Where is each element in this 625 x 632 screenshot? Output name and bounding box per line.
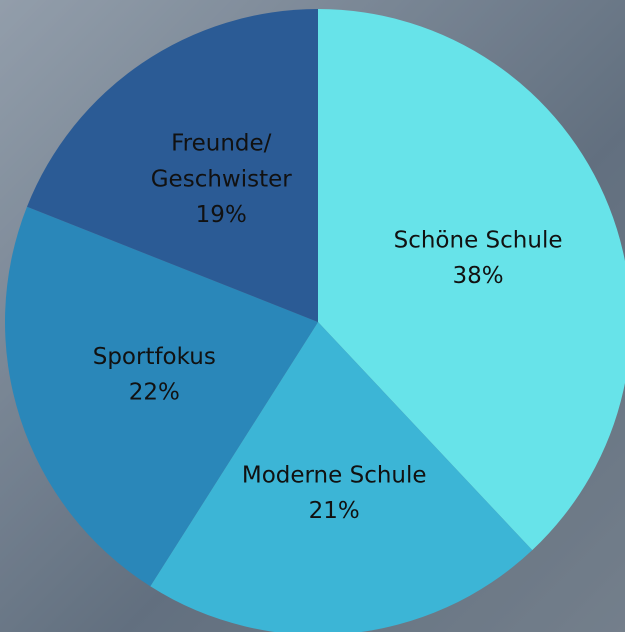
slice-label-line: Sportfokus bbox=[93, 344, 216, 370]
value-label: 21% bbox=[309, 498, 360, 524]
value-label: 22% bbox=[129, 380, 180, 406]
value-label: 38% bbox=[452, 263, 503, 289]
value-label: 19% bbox=[196, 202, 247, 228]
slice-label-line: Geschwister bbox=[151, 166, 293, 192]
slice-label-line: Freunde/ bbox=[171, 130, 272, 156]
slice-label-line: Schöne Schule bbox=[394, 227, 563, 253]
slice-label: Schöne Schule bbox=[394, 227, 563, 253]
chart: Schöne Schule 38% Moderne Schule 21% Sportfo… bbox=[0, 0, 625, 632]
page: Schöne Schule 38% Moderne Schule 21% Sportfo… bbox=[0, 0, 625, 632]
slice-label: Sportfokus bbox=[93, 344, 216, 370]
slice-label-line: Moderne Schule bbox=[242, 462, 427, 488]
slice-label: Moderne Schule bbox=[242, 462, 427, 488]
